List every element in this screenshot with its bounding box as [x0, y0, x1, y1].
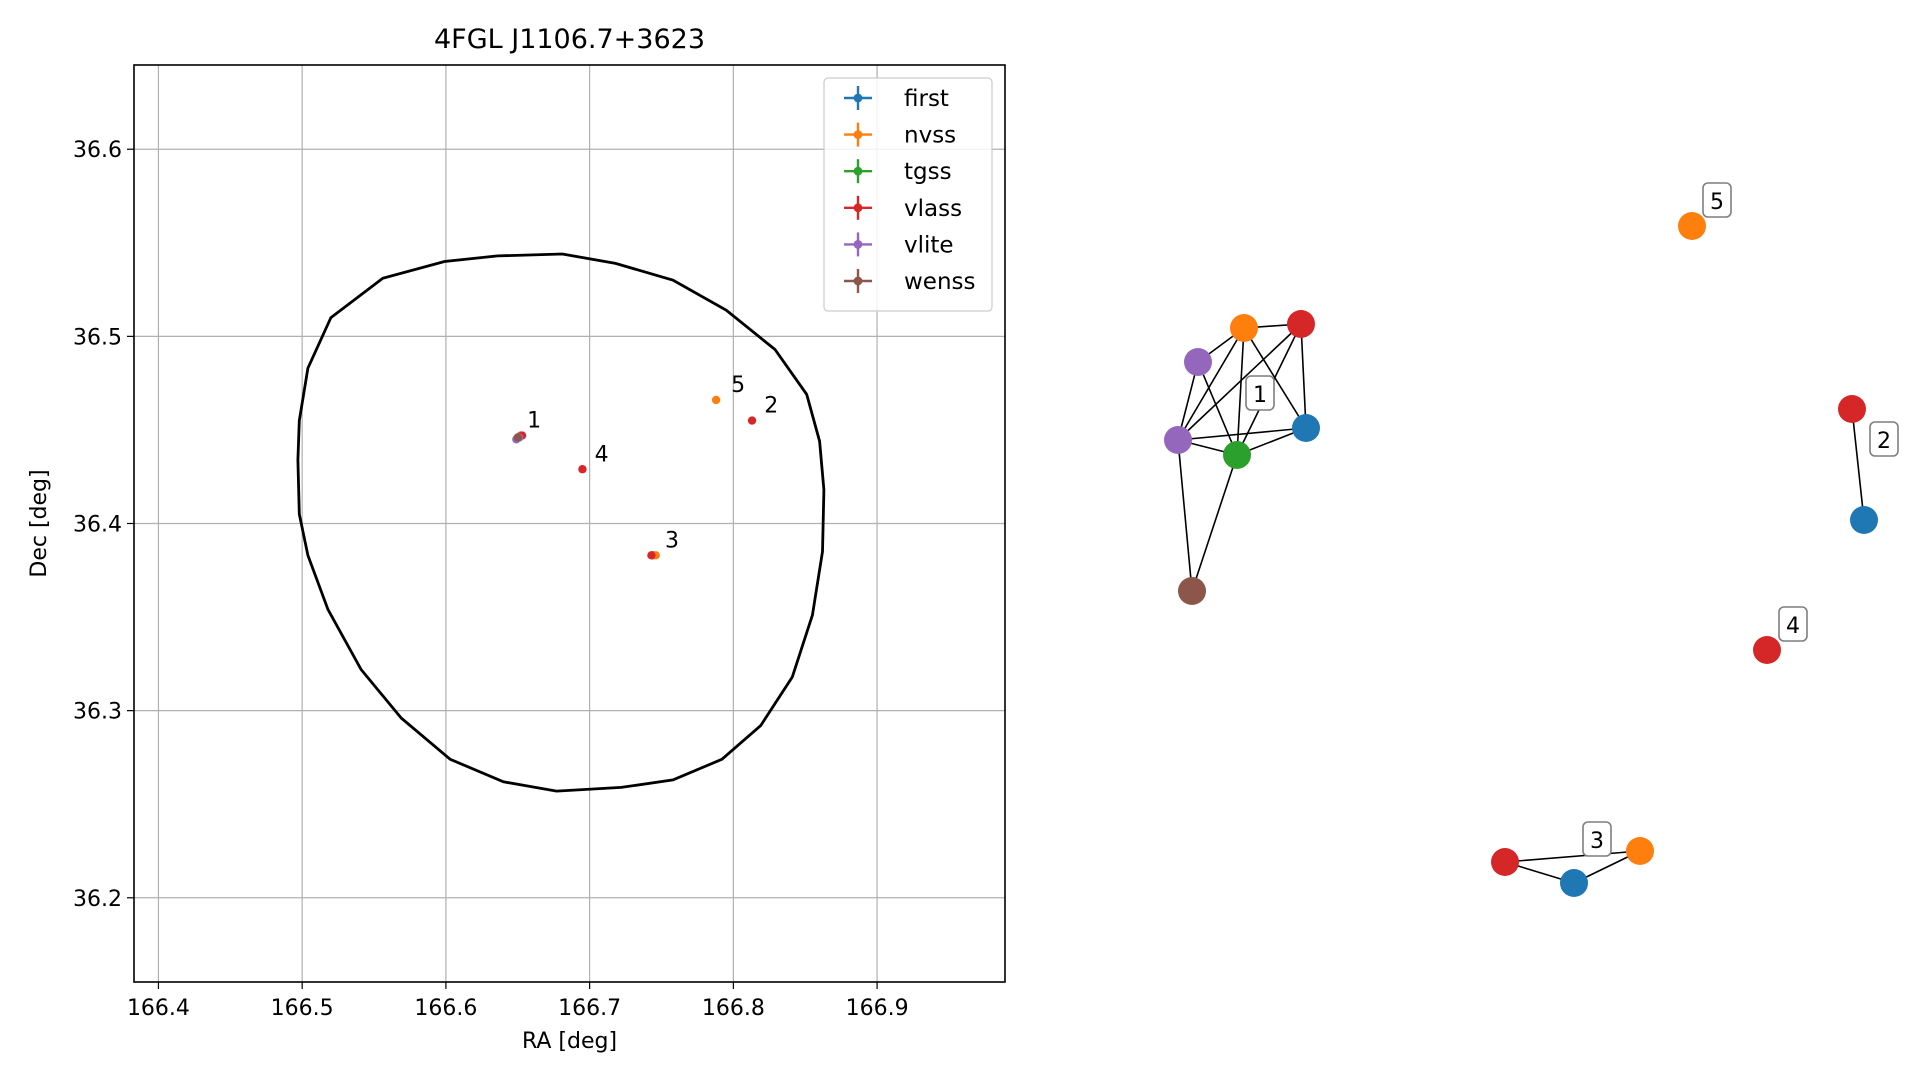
network-edge — [1197, 361, 1238, 456]
legend-marker-dot — [853, 166, 863, 176]
network-node — [1164, 426, 1192, 454]
group-label-box — [1702, 182, 1732, 218]
point-vlass — [747, 416, 757, 425]
legend-marker-dot — [853, 240, 863, 249]
x-tick-label: 166.6 — [414, 996, 477, 1021]
x-tick-label: 166.8 — [702, 996, 765, 1021]
point-wenss — [513, 433, 522, 442]
group-label-text: 4 — [1786, 614, 1800, 639]
y-tick-label: 36.3 — [73, 700, 122, 725]
x-tick-label: 166.5 — [271, 996, 334, 1021]
network-edge — [1851, 408, 1865, 521]
legend-label-vlass: vlass — [904, 196, 962, 222]
network-node — [1491, 848, 1519, 876]
network-edge — [1177, 327, 1245, 441]
annotation-label: 2 — [764, 394, 778, 419]
network-edge — [1177, 323, 1302, 441]
group-label-text: 5 — [1710, 190, 1724, 215]
group-label-text: 2 — [1877, 429, 1891, 454]
network-node — [1292, 414, 1320, 442]
network-node — [1678, 212, 1706, 240]
x-tick-label: 166.7 — [558, 996, 621, 1021]
network-group-labels: 1 2 3 4 5 — [1245, 182, 1899, 857]
network-edge — [1191, 454, 1238, 592]
source-annotations: 1 52 4 3 — [527, 373, 778, 553]
x-axis-label: RA [deg] — [522, 1029, 617, 1054]
source-points — [512, 395, 757, 560]
group-label-box — [1869, 421, 1899, 457]
network-edge — [1300, 323, 1307, 429]
network-edge — [1236, 327, 1245, 456]
network-node — [1184, 348, 1212, 376]
legend-box — [823, 77, 993, 312]
network-nodes — [1164, 212, 1878, 897]
network-node — [1230, 314, 1258, 342]
chart-title: 4FGL J1106.7+3623 — [434, 24, 705, 55]
annotation-label: 5 — [731, 373, 745, 398]
network-edge — [1177, 439, 1193, 592]
localization-ellipse — [296, 252, 826, 793]
network-node — [1287, 310, 1315, 338]
network-edge — [1504, 850, 1641, 863]
ellipse-outline — [296, 252, 826, 793]
axis-ticks: 166.4 166.5 166.6 166.7 166.8 166.9 36.2 36.3 36… — [73, 138, 909, 1021]
legend-label-nvss: nvss — [904, 123, 956, 149]
group-label-text: 1 — [1253, 383, 1267, 408]
annotation-label: 4 — [595, 442, 609, 467]
point-nvss — [711, 395, 721, 405]
annotation-label: 1 — [527, 409, 541, 434]
legend-label-first: first — [904, 86, 949, 112]
network-node — [1850, 506, 1878, 534]
y-tick-label: 36.6 — [73, 138, 122, 163]
annotation-label: 3 — [665, 528, 679, 553]
sky-map-plot: 1 52 4 3 166.4 166.5 166.6 166.7 166.8 166.9 36.2… — [27, 24, 1006, 1054]
group-label-text: 3 — [1590, 829, 1604, 854]
y-axis-label: Dec [deg] — [27, 469, 52, 577]
legend-marker-dot — [853, 130, 863, 140]
network-node — [1178, 577, 1206, 605]
legend-label-wenss: wenss — [904, 269, 976, 295]
network-edge — [1177, 427, 1307, 441]
network-node — [1838, 395, 1866, 423]
x-tick-label: 166.9 — [846, 996, 909, 1021]
network-node — [1753, 636, 1781, 664]
association-network: 1 2 3 4 5 — [1164, 182, 1899, 897]
legend-marker-dot — [853, 93, 863, 103]
network-node — [1223, 441, 1251, 469]
group-label-box — [1245, 375, 1275, 411]
legend-label-vlite: vlite — [904, 232, 954, 258]
network-node — [1626, 837, 1654, 865]
point-vlass — [647, 551, 656, 560]
point-vlass — [578, 465, 587, 474]
group-label-box — [1778, 606, 1808, 642]
legend: first nvss tgss vlass vlite wenss — [823, 77, 993, 312]
legend-label-tgss: tgss — [904, 159, 952, 185]
legend-marker-dot — [853, 276, 863, 286]
y-tick-label: 36.2 — [73, 887, 122, 912]
network-node — [1560, 869, 1588, 897]
x-tick-label: 166.4 — [127, 996, 190, 1021]
y-tick-label: 36.5 — [73, 325, 122, 350]
legend-marker-dot — [853, 203, 863, 213]
y-tick-label: 36.4 — [73, 513, 122, 538]
network-edges — [1177, 323, 1865, 884]
group-label-box — [1582, 821, 1612, 857]
